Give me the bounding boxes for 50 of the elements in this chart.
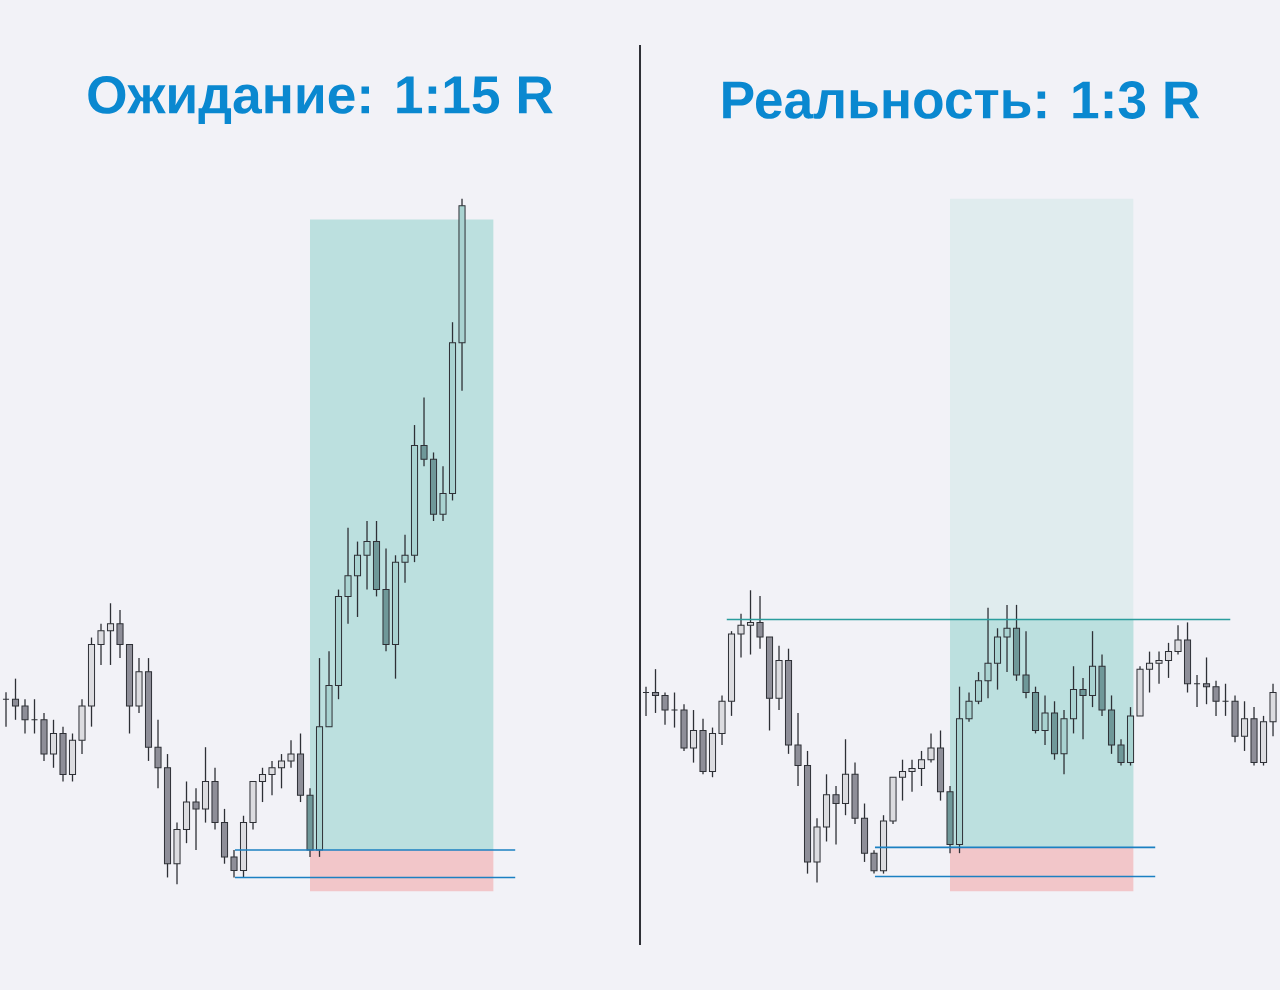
candlestick bbox=[1174, 624, 1182, 656]
candlestick bbox=[1145, 650, 1154, 694]
candlestick bbox=[1003, 604, 1011, 673]
candlestick bbox=[651, 668, 660, 714]
candlestick bbox=[984, 607, 992, 700]
candlestick bbox=[344, 527, 352, 625]
candlestick bbox=[1079, 677, 1087, 740]
candlestick bbox=[439, 465, 447, 522]
candlestick bbox=[756, 595, 764, 650]
candlestick bbox=[154, 719, 162, 789]
chart-title: Ожидание: 1:15 R bbox=[88, 76, 553, 124]
candlestick bbox=[1155, 650, 1163, 685]
candlestick bbox=[230, 849, 238, 879]
candlestick bbox=[363, 520, 371, 591]
candlestick bbox=[898, 759, 907, 802]
candlestick bbox=[353, 540, 362, 618]
candlestick bbox=[670, 691, 679, 729]
candlestick bbox=[401, 534, 409, 584]
candlestick bbox=[277, 753, 286, 789]
candlestick bbox=[268, 760, 276, 796]
candlestick bbox=[11, 678, 20, 721]
candlestick bbox=[908, 759, 916, 793]
candlestick bbox=[106, 602, 115, 666]
candlestick bbox=[49, 719, 58, 769]
candlestick bbox=[974, 671, 983, 705]
candlestick bbox=[870, 849, 878, 875]
candlestick bbox=[746, 589, 755, 656]
candlestick bbox=[287, 739, 295, 769]
candlestick bbox=[737, 612, 745, 659]
candlestick bbox=[1041, 694, 1049, 746]
candlestick bbox=[1164, 642, 1173, 679]
candlestick bbox=[258, 767, 267, 803]
candlestick bbox=[661, 691, 669, 726]
candlestick bbox=[832, 785, 840, 846]
candlestick bbox=[1117, 738, 1125, 767]
candlestick bbox=[116, 609, 124, 659]
candlestick bbox=[794, 712, 802, 787]
candlestick bbox=[1240, 700, 1249, 752]
candlestick bbox=[927, 732, 935, 764]
candlestick bbox=[420, 396, 428, 467]
candlestick bbox=[689, 709, 698, 764]
candlestick bbox=[965, 691, 973, 723]
candlestick bbox=[1212, 680, 1220, 717]
candlestick bbox=[917, 750, 926, 787]
candlestick bbox=[1202, 656, 1211, 705]
candlestick bbox=[97, 623, 105, 666]
candlestick bbox=[1022, 630, 1030, 700]
candlestick bbox=[21, 698, 29, 735]
chart-title: Реальность: 1:3 R bbox=[723, 81, 1200, 119]
candlestick bbox=[192, 787, 200, 851]
